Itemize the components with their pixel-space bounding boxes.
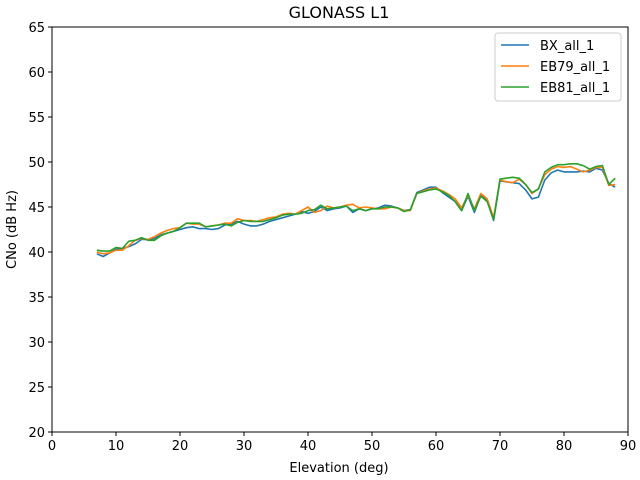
x-tick-label: 50	[364, 439, 381, 454]
legend-box	[494, 32, 622, 102]
x-tick-label: 20	[172, 439, 189, 454]
y-tick-label: 35	[28, 291, 45, 306]
series-line-EB81_all_1	[96, 163, 616, 252]
plot-lines	[96, 163, 616, 258]
y-tick-label: 40	[28, 246, 45, 261]
x-tick-label: 70	[492, 439, 509, 454]
legend: BX_all_1 EB79_all_1 EB81_all_1	[494, 32, 622, 102]
y-tick-label: 20	[28, 426, 45, 441]
chart-title: GLONASS L1	[289, 3, 390, 22]
legend-label: BX_all_1	[540, 39, 594, 54]
y-tick-label: 60	[28, 66, 45, 81]
x-axis-label: Elevation (deg)	[289, 461, 388, 476]
x-tick-label: 0	[48, 439, 56, 454]
x-tick-label: 80	[556, 439, 573, 454]
x-tick-label: 30	[236, 439, 253, 454]
series-line-BX_all_1	[96, 167, 616, 258]
y-axis-label: CNo (dB Hz)	[5, 190, 20, 269]
x-tick-label: 90	[620, 439, 637, 454]
x-axis: 0 10 20 30 40 50 60 70 80 90	[48, 432, 636, 454]
y-axis: 20 25 30 35 40 45 50 55 60 65	[28, 21, 52, 441]
y-tick-label: 45	[28, 201, 45, 216]
x-tick-label: 40	[300, 439, 317, 454]
y-tick-label: 55	[28, 111, 45, 126]
legend-label: EB79_all_1	[540, 60, 610, 75]
y-tick-label: 30	[28, 336, 45, 351]
y-tick-label: 25	[28, 381, 45, 396]
legend-label: EB81_all_1	[540, 81, 610, 96]
y-tick-label: 50	[28, 156, 45, 171]
plot-area-frame	[51, 26, 629, 433]
x-tick-label: 60	[428, 439, 445, 454]
y-tick-label: 65	[28, 21, 45, 36]
x-tick-label: 10	[108, 439, 125, 454]
